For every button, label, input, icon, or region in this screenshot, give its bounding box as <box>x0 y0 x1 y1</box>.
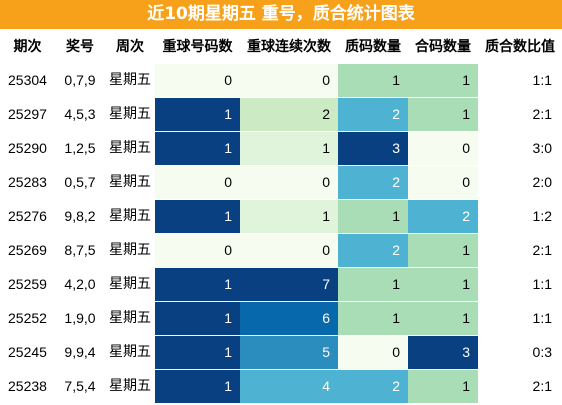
cell-prime-count-col: 3 <box>338 132 408 165</box>
cell-ratio-col: 1:2 <box>532 208 552 224</box>
cell-numbers-col: 7,5,4 <box>64 378 96 394</box>
cell-ratio-col: 1:1 <box>532 310 552 326</box>
cell-ratio-col: 1:1 <box>532 72 552 88</box>
cell-repeat-count-col: 0 <box>155 166 240 199</box>
cell-prime-count-col: 1 <box>338 200 408 233</box>
cell-composite-count-col: 0 <box>408 166 478 199</box>
cell-issue-col: 25259 <box>8 276 47 292</box>
column-header-composite-count-col: 合码数量 <box>415 39 471 55</box>
cell-numbers-col: 9,9,4 <box>64 344 96 360</box>
cell-repeat-count-col: 1 <box>155 200 240 233</box>
cell-repeat-count-col: 1 <box>155 132 240 165</box>
column-header-ratio-col: 质合数比值 <box>485 39 555 55</box>
cell-issue-col: 25304 <box>8 72 47 88</box>
cell-weekday-col: 星期五 <box>109 208 151 224</box>
cell-weekday-col: 星期五 <box>109 310 151 326</box>
cell-ratio-col: 1:1 <box>532 276 552 292</box>
cell-prime-count-col: 0 <box>338 336 408 369</box>
column-header-repeat-count-col: 重球号码数 <box>162 39 233 55</box>
cell-repeat-streak-col: 7 <box>240 268 338 301</box>
cell-ratio-col: 2:1 <box>532 106 552 122</box>
cell-composite-count-col: 0 <box>408 132 478 165</box>
cell-composite-count-col: 2 <box>408 200 478 233</box>
cell-numbers-col: 1,2,5 <box>64 140 96 156</box>
cell-repeat-streak-col: 0 <box>240 64 338 97</box>
cell-repeat-count-col: 1 <box>155 268 240 301</box>
cell-prime-count-col: 1 <box>338 268 408 301</box>
cell-prime-count-col: 1 <box>338 64 408 97</box>
cell-weekday-col: 星期五 <box>109 106 151 122</box>
cell-issue-col: 25252 <box>8 310 47 326</box>
column-header-issue-col: 期次 <box>13 39 42 55</box>
cell-weekday-col: 星期五 <box>109 140 151 156</box>
chart-title: 近10期星期五 重号，质合统计图表 <box>0 0 562 29</box>
cell-numbers-col: 0,7,9 <box>64 72 96 88</box>
cell-numbers-col: 8,7,5 <box>64 242 96 258</box>
cell-repeat-streak-col: 0 <box>240 234 338 267</box>
cell-weekday-col: 星期五 <box>109 242 151 258</box>
cell-issue-col: 25245 <box>8 344 47 360</box>
cell-issue-col: 25238 <box>8 378 47 394</box>
cell-issue-col: 25283 <box>8 174 47 190</box>
cell-weekday-col: 星期五 <box>109 276 151 292</box>
cell-ratio-col: 3:0 <box>532 140 552 156</box>
cell-repeat-streak-col: 0 <box>240 166 338 199</box>
cell-composite-count-col: 1 <box>408 234 478 267</box>
cell-issue-col: 25276 <box>8 208 47 224</box>
cell-repeat-streak-col: 5 <box>240 336 338 369</box>
cell-repeat-streak-col: 2 <box>240 98 338 131</box>
cell-prime-count-col: 2 <box>338 98 408 131</box>
cell-repeat-streak-col: 4 <box>240 370 338 403</box>
cell-composite-count-col: 1 <box>408 302 478 335</box>
column-header-prime-count-col: 质码数量 <box>345 39 401 55</box>
cell-composite-count-col: 1 <box>408 98 478 131</box>
cell-ratio-col: 2:1 <box>532 242 552 258</box>
cell-composite-count-col: 1 <box>408 370 478 403</box>
cell-ratio-col: 2:1 <box>532 378 552 394</box>
cell-weekday-col: 星期五 <box>109 174 151 190</box>
cell-composite-count-col: 1 <box>408 64 478 97</box>
cell-composite-count-col: 3 <box>408 336 478 369</box>
cell-numbers-col: 4,5,3 <box>64 106 96 122</box>
stats-table: 期次 奖号 周次 重球号码数 重球连续次数 质码数量 合码数量 质合数比值 25304 0,7,9… <box>0 30 562 405</box>
cell-repeat-streak-col: 1 <box>240 132 338 165</box>
cell-prime-count-col: 2 <box>338 166 408 199</box>
column-header-numbers-col: 奖号 <box>66 39 94 55</box>
cell-repeat-count-col: 1 <box>155 336 240 369</box>
cell-prime-count-col: 1 <box>338 302 408 335</box>
cell-issue-col: 25269 <box>8 242 47 258</box>
cell-numbers-col: 1,9,0 <box>64 310 96 326</box>
cell-prime-count-col: 2 <box>338 234 408 267</box>
cell-ratio-col: 2:0 <box>532 174 552 190</box>
cell-prime-count-col: 2 <box>338 370 408 403</box>
cell-numbers-col: 9,8,2 <box>64 208 96 224</box>
cell-repeat-streak-col: 1 <box>240 200 338 233</box>
cell-repeat-streak-col: 6 <box>240 302 338 335</box>
column-header-weekday-col: 周次 <box>116 39 144 55</box>
cell-repeat-count-col: 0 <box>155 234 240 267</box>
cell-weekday-col: 星期五 <box>109 344 151 360</box>
cell-numbers-col: 0,5,7 <box>64 174 96 190</box>
cell-weekday-col: 星期五 <box>109 378 151 394</box>
cell-numbers-col: 4,2,0 <box>64 276 96 292</box>
cell-repeat-count-col: 1 <box>155 370 240 403</box>
cell-repeat-count-col: 1 <box>155 302 240 335</box>
cell-issue-col: 25290 <box>8 140 47 156</box>
cell-weekday-col: 星期五 <box>109 72 151 88</box>
cell-composite-count-col: 1 <box>408 268 478 301</box>
cell-ratio-col: 0:3 <box>532 344 552 360</box>
cell-repeat-count-col: 1 <box>155 98 240 131</box>
cell-issue-col: 25297 <box>8 106 47 122</box>
cell-repeat-count-col: 0 <box>155 64 240 97</box>
column-header-repeat-streak-col: 重球连续次数 <box>247 39 331 55</box>
